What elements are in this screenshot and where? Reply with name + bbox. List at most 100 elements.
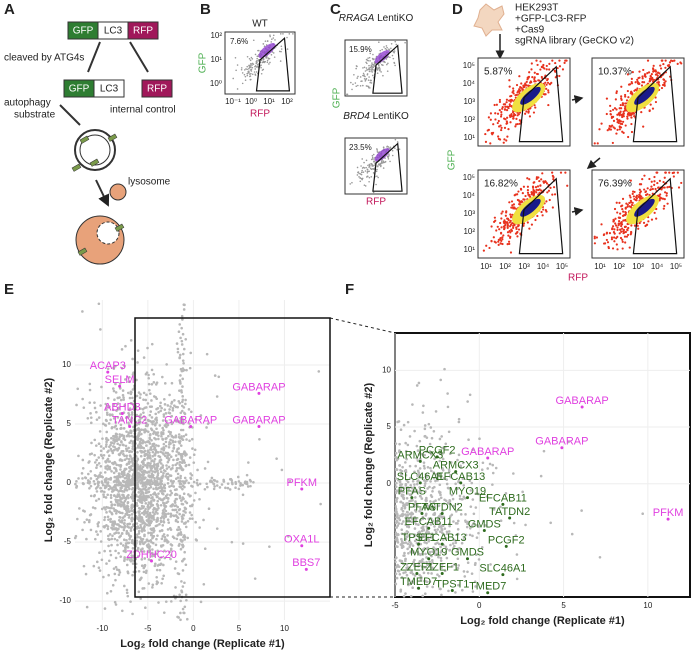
cloud-dot [142, 478, 145, 481]
cloud-dot [85, 573, 88, 576]
cloud-dot [106, 493, 109, 496]
cloud-dot [149, 545, 152, 548]
flow-dot [392, 155, 394, 157]
flow-dot [247, 75, 249, 77]
flow-dot [648, 178, 650, 180]
flow-dot [369, 87, 371, 89]
cloud-dot [157, 478, 160, 481]
cloud-dot [163, 484, 166, 487]
flow-dot [558, 75, 560, 77]
x-tick-label: 10³ [632, 262, 644, 271]
flow-dot [531, 62, 533, 64]
cloud-dot [395, 498, 398, 501]
annotation: lysosome [128, 177, 171, 188]
cloud-dot [110, 470, 113, 473]
cloud-dot [155, 444, 158, 447]
cloud-dot [123, 455, 126, 458]
cloud-dot [128, 441, 131, 444]
flow-dot [662, 63, 664, 65]
flow-dot [269, 62, 271, 64]
flow-dot [361, 158, 363, 160]
flow-dot [384, 162, 386, 164]
cloud-dot [131, 358, 134, 361]
cloud-dot [131, 457, 134, 460]
cloud-dot [107, 518, 110, 521]
flow-dot [393, 62, 395, 64]
cloud-dot [146, 514, 149, 517]
cloud-dot [128, 474, 131, 477]
cloud-dot [440, 496, 443, 499]
cloud-dot [165, 452, 168, 455]
flow-dot [531, 76, 533, 78]
flow-dot [512, 225, 514, 227]
flow-dot [618, 220, 620, 222]
flow-dot [506, 218, 508, 220]
cloud-dot [216, 484, 219, 487]
flow-dot [621, 208, 623, 210]
cloud-dot [174, 436, 177, 439]
flow-dot [534, 72, 536, 74]
cloud-dot [129, 455, 132, 458]
cloud-dot [156, 500, 159, 503]
cloud-dot [155, 538, 158, 541]
flow-dot [523, 86, 525, 88]
cloud-dot [114, 579, 117, 582]
cloud-dot [114, 435, 117, 438]
cloud-dot [136, 451, 139, 454]
cloud-dot [181, 378, 184, 381]
flow-dot [367, 60, 369, 62]
cloud-dot [456, 522, 459, 525]
cloud-dot [157, 438, 160, 441]
cloud-dot [115, 391, 118, 394]
flow-dot [393, 52, 395, 54]
cloud-dot [172, 407, 175, 410]
cloud-dot [142, 461, 145, 464]
flow-dot [664, 198, 666, 200]
flow-dot [493, 236, 495, 238]
flow-dot [269, 34, 271, 36]
cloud-dot [180, 327, 183, 330]
flow-dot [564, 172, 566, 174]
flow-dot [371, 62, 373, 64]
flow-dot [640, 183, 642, 185]
cloud-dot [184, 403, 187, 406]
cloud-dot [153, 460, 156, 463]
flow-dot [650, 75, 652, 77]
flow-dot [541, 76, 543, 78]
cloud-dot [111, 513, 114, 516]
flow-dot [636, 195, 638, 197]
cloud-dot [122, 394, 125, 397]
cloud-dot [130, 432, 133, 435]
flow-dot [631, 78, 633, 80]
flow-dot [376, 171, 378, 173]
cloud-dot [125, 430, 128, 433]
cloud-dot [188, 439, 191, 442]
cloud-dot [115, 531, 118, 534]
flow-dot [668, 186, 670, 188]
flow-dot [623, 229, 625, 231]
flow-dot [503, 142, 505, 144]
cloud-dot [194, 492, 197, 495]
cloud-dot [98, 416, 101, 419]
cloud-dot [181, 385, 184, 388]
cloud-dot [179, 382, 182, 385]
cloud-dot [105, 486, 108, 489]
cloud-dot [75, 486, 78, 489]
cloud-dot [154, 423, 157, 426]
flow-dot [264, 62, 266, 64]
flow-dot [624, 241, 626, 243]
flow-dot [271, 54, 273, 56]
cloud-dot [121, 348, 124, 351]
cloud-dot [475, 506, 478, 509]
flow-dot [500, 115, 502, 117]
cloud-dot [458, 421, 461, 424]
flow-dot [677, 172, 679, 174]
flow-dot [611, 125, 613, 127]
cloud-dot [513, 522, 516, 525]
cloud-dot [100, 445, 103, 448]
cloud-dot [179, 612, 182, 615]
cloud-dot [138, 527, 141, 530]
flow-dot [615, 98, 617, 100]
flow-dot [289, 33, 291, 35]
flow-dot [362, 178, 364, 180]
